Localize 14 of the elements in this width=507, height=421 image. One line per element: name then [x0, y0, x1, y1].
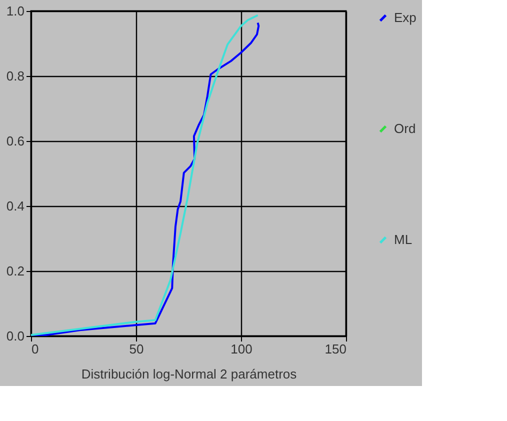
x-tick-label: 100: [230, 342, 252, 356]
legend-label: Ord: [394, 121, 416, 136]
y-tick-label: 1.0: [6, 4, 24, 18]
y-tick-label: 0.4: [6, 198, 24, 214]
y-tick-label: 0.0: [6, 328, 24, 344]
x-axis-title: Distribución log-Normal 2 parámetros: [81, 366, 298, 382]
legend-label: Exp: [394, 10, 416, 25]
y-tick-label: 0.6: [6, 134, 24, 148]
legend-label: ML: [394, 232, 412, 247]
y-tick-label: 0.2: [6, 264, 24, 278]
x-tick-label: 150: [324, 342, 346, 356]
x-tick-label: 0: [32, 342, 39, 356]
x-tick-label: 50: [129, 342, 144, 356]
y-tick-label: 0.8: [6, 68, 24, 84]
